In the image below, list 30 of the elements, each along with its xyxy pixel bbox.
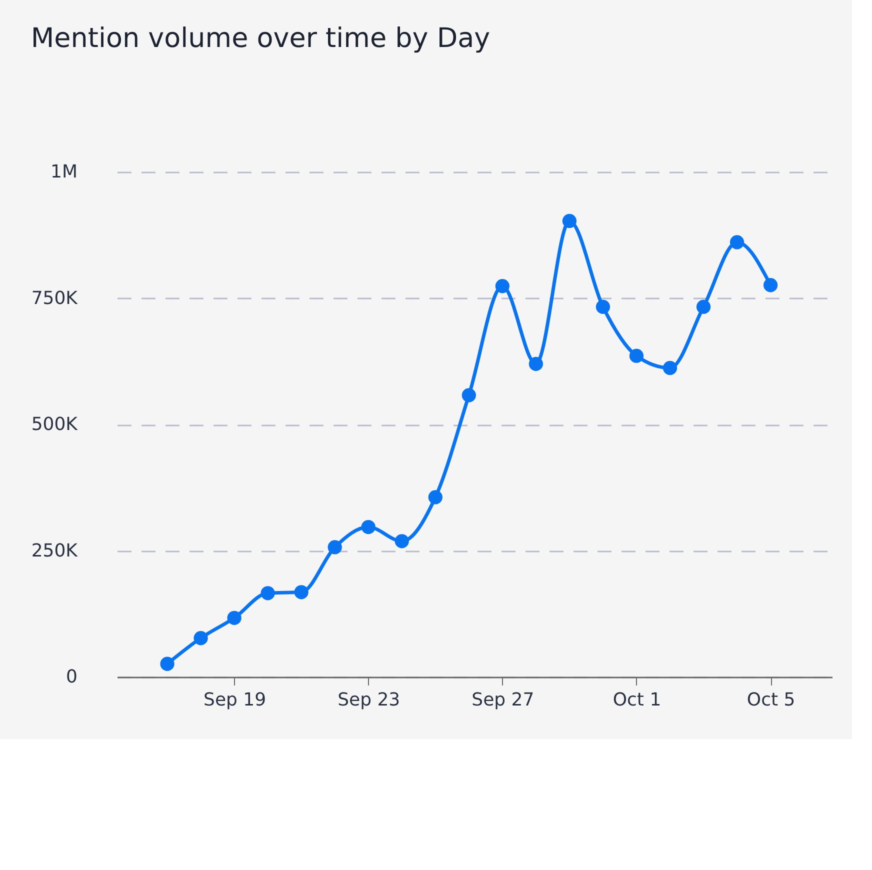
point	[562, 214, 577, 228]
point	[495, 279, 510, 294]
point	[294, 585, 308, 600]
y-tick-label: 500K	[31, 414, 79, 435]
point	[730, 235, 744, 250]
y-tick-label: 750K	[31, 288, 79, 309]
point	[629, 348, 644, 363]
point	[462, 388, 476, 402]
point	[328, 540, 342, 554]
point	[763, 278, 778, 292]
point	[260, 586, 275, 600]
x-tick-label: Sep 27	[472, 690, 534, 710]
point	[596, 300, 610, 314]
y-tick-label: 250K	[31, 540, 79, 562]
point	[227, 610, 242, 625]
point	[160, 656, 174, 671]
point	[194, 631, 208, 646]
x-tick-label: Oct 5	[746, 690, 796, 710]
x-tick-label: Oct 1	[612, 690, 662, 710]
x-tick-label: Sep 23	[338, 690, 400, 710]
y-tick-label: 0	[66, 666, 78, 688]
point	[361, 520, 376, 534]
point	[696, 300, 711, 314]
y-tick-label: 1M	[50, 162, 78, 182]
x-tick-label: Sep 19	[204, 690, 266, 710]
chart-title: Mention volume over time by Day	[30, 23, 490, 54]
point	[394, 534, 409, 548]
point	[662, 360, 678, 375]
point	[428, 490, 442, 504]
point	[528, 356, 544, 371]
